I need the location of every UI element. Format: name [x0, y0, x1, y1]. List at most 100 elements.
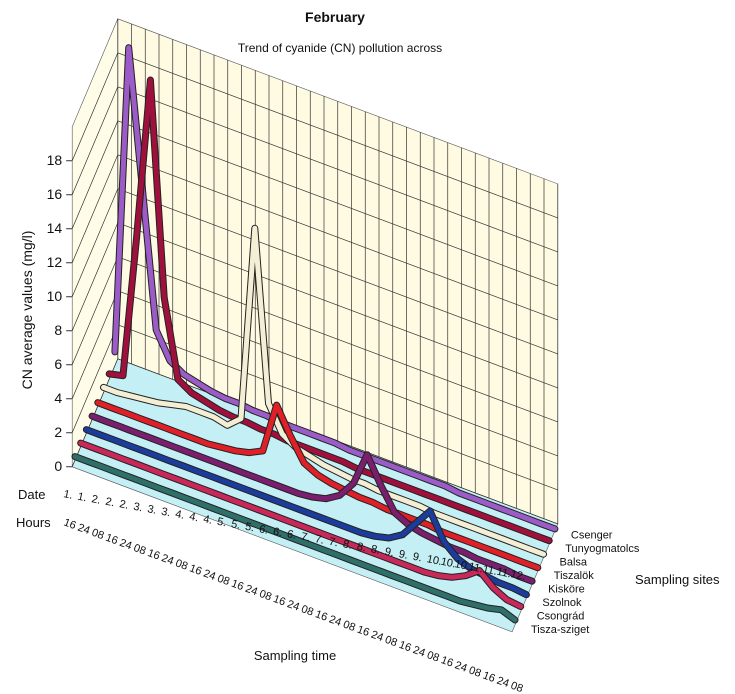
site-label: Csongrád — [537, 611, 585, 623]
hour-tick-label: 24 — [160, 552, 176, 567]
grid-line — [71, 188, 558, 355]
hour-tick-label: 24 — [202, 568, 218, 583]
ribbon — [95, 400, 541, 571]
y-tick-label: 16 — [47, 186, 63, 202]
z-axis-label: Sampling sites — [635, 572, 720, 587]
date-tick-label: 11. — [481, 563, 498, 578]
date-tick-label: 1. — [62, 488, 73, 502]
hour-tick-label: 08 — [341, 619, 357, 634]
date-tick-label: 3. — [146, 503, 157, 517]
date-tick-label: 2. — [90, 493, 101, 507]
date-tick-label: 6. — [258, 523, 269, 537]
date-tick-label: 8. — [356, 541, 367, 555]
chart-subtitle: Trend of cyanide (CN) pollution across — [238, 41, 442, 55]
date-label: Date — [18, 487, 45, 502]
hour-tick-label: 16 — [481, 670, 497, 685]
hour-tick-label: 16 — [397, 639, 413, 654]
date-tick-label: 9. — [412, 551, 423, 565]
date-tick-label: 11. — [468, 561, 485, 576]
date-tick-label: 12. — [509, 568, 526, 583]
hour-tick-label: 24 — [244, 583, 260, 598]
date-tick-label: 3. — [160, 506, 171, 520]
site-label: Tisza-sziget — [531, 624, 589, 636]
hour-tick-label: 24 — [453, 659, 469, 674]
date-tick-label: 10. — [454, 558, 471, 573]
y-tick-label: 6 — [54, 356, 62, 372]
date-tick-label: 10. — [440, 556, 457, 571]
y-tick-label: 0 — [54, 458, 62, 474]
date-tick-label: 10. — [426, 553, 443, 568]
hour-tick-label: 16 — [188, 562, 204, 577]
hour-tick-label: 08 — [425, 649, 441, 664]
hour-tick-label: 24 — [327, 613, 343, 628]
hour-tick-label: 24 — [118, 537, 134, 552]
hour-tick-label: 16 — [104, 532, 120, 547]
hour-tick-label: 16 — [230, 578, 246, 593]
date-tick-label: 9. — [384, 546, 395, 560]
ribbon — [106, 77, 552, 544]
grid-line — [71, 120, 558, 287]
chart-title: February — [305, 9, 365, 25]
date-tick-label: 4. — [188, 511, 199, 525]
hour-tick-label: 08 — [299, 603, 315, 618]
hour-tick-label: 08 — [467, 664, 483, 679]
date-tick-label: 2. — [118, 498, 129, 512]
date-tick-label: 8. — [370, 543, 381, 557]
ribbon — [83, 427, 529, 598]
hour-tick-label: 08 — [383, 634, 399, 649]
hour-tick-label: 24 — [411, 644, 427, 659]
date-tick-label: 6. — [272, 526, 283, 540]
date-tick-label: 2. — [104, 496, 115, 510]
date-tick-label: 5. — [230, 518, 241, 532]
date-tick-label: 1. — [76, 491, 87, 505]
y-tick-label: 14 — [47, 220, 63, 236]
date-tick-label: 4. — [202, 513, 213, 527]
hour-tick-label: 16 — [146, 547, 162, 562]
site-label: Kisköre — [548, 584, 585, 596]
y-tick-label: 8 — [54, 322, 62, 338]
y-tick-label: 18 — [47, 152, 63, 168]
date-tick-label: 7. — [300, 531, 311, 545]
hour-tick-label: 08 — [174, 557, 190, 572]
date-tick-label: 4. — [174, 508, 185, 522]
grid-line — [71, 86, 558, 253]
hour-tick-label: 16 — [439, 654, 455, 669]
date-tick-label: 9. — [398, 548, 409, 562]
date-tick-label: 8. — [342, 538, 353, 552]
hour-tick-label: 08 — [132, 542, 148, 557]
y-tick-label: 4 — [54, 390, 62, 406]
site-label: Balsa — [560, 557, 588, 569]
grid-line — [71, 52, 558, 219]
ribbon — [101, 225, 546, 557]
ribbon — [72, 454, 518, 623]
hour-tick-label: 24 — [369, 629, 385, 644]
hour-tick-label: 08 — [509, 680, 525, 694]
hour-tick-label: 16 — [272, 593, 288, 608]
hour-tick-label: 08 — [258, 588, 274, 603]
date-tick-label: 7. — [314, 533, 325, 547]
hour-tick-label: 16 — [355, 624, 371, 639]
grid-line — [71, 154, 558, 321]
ribbon — [112, 45, 558, 532]
y-tick-label: 2 — [54, 424, 62, 440]
y-axis-label: CN average values (mg/l) — [19, 231, 35, 390]
hour-tick-label: 24 — [76, 522, 92, 537]
hour-tick-label: 08 — [90, 527, 106, 542]
site-label: Csenger — [571, 530, 613, 542]
ribbon — [78, 440, 524, 609]
date-tick-label: 5. — [244, 521, 255, 535]
site-label: Tunyogmatolcs — [565, 543, 640, 555]
hour-tick-label: 08 — [216, 573, 232, 588]
hour-tick-label: 16 — [313, 608, 329, 623]
site-label: Szolnok — [542, 597, 582, 609]
date-tick-label: 3. — [132, 501, 143, 515]
hour-tick-label: 24 — [285, 598, 301, 613]
y-tick-label: 10 — [47, 288, 63, 304]
date-tick-label: 7. — [328, 536, 339, 550]
hour-tick-label: 24 — [495, 675, 511, 690]
y-tick-label: 12 — [47, 254, 63, 270]
date-tick-label: 6. — [286, 528, 297, 542]
ribbon — [89, 413, 535, 584]
date-tick-label: 5. — [216, 516, 227, 530]
